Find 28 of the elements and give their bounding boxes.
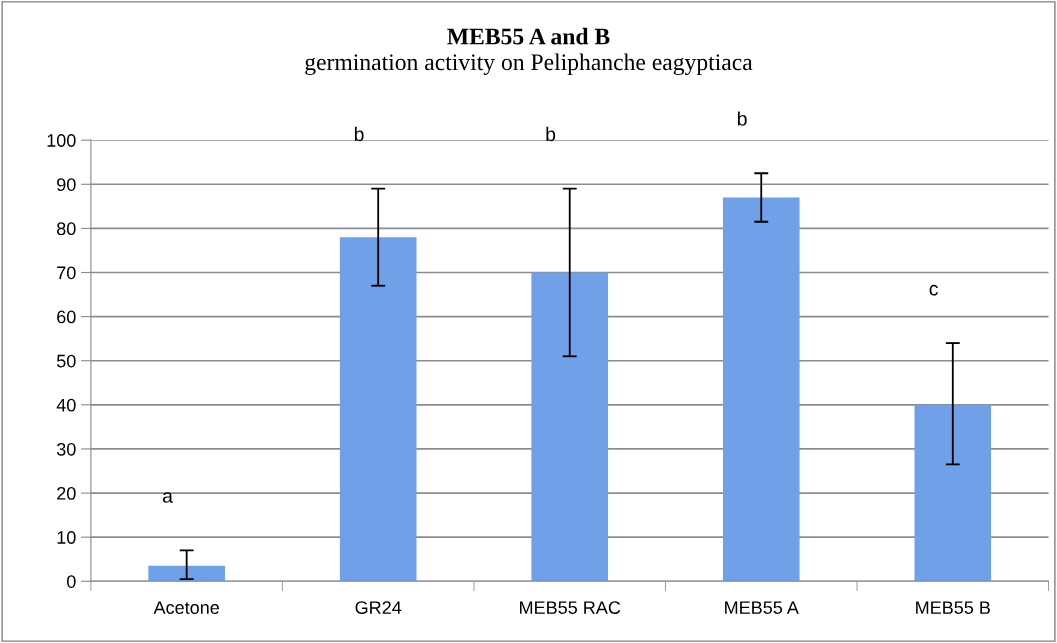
x-tick-label: MEB55 B [916, 601, 990, 614]
y-tick-label: 70 [57, 266, 76, 280]
text: b [737, 111, 747, 126]
bar [914, 404, 992, 582]
chart-title: MEB55 A and B [447, 27, 610, 45]
x-tick-label: MEB55 A [725, 601, 799, 614]
y-tick-label: 50 [56, 354, 76, 368]
annotation: c [929, 284, 938, 296]
y-tick-label: 30 [56, 442, 76, 456]
y-tick-label: 80 [57, 222, 76, 236]
y-tick-label: 40 [56, 398, 76, 412]
y-tick-label: 0 [66, 575, 76, 588]
y-tick-label: 60 [57, 310, 76, 324]
y-tick-label: 20 [57, 486, 76, 500]
y-tick-label: 100 [47, 134, 76, 147]
y-tick-label: 90 [57, 178, 76, 191]
x-tick-label: MEB55 RAC [520, 601, 621, 614]
bar [339, 237, 417, 582]
annotation: b [354, 126, 364, 142]
y-tick-label: 10 [57, 531, 76, 544]
x-tick-label: Acetone [153, 601, 219, 614]
x-tick-label: GR24 [355, 601, 402, 614]
bar [531, 272, 609, 582]
annotation: a [162, 492, 173, 503]
chart-subtitle: germination activity on Peliphanche eagyptiaca [305, 53, 753, 76]
bar [148, 565, 225, 582]
annotation: b [546, 126, 556, 142]
bar [722, 197, 800, 582]
